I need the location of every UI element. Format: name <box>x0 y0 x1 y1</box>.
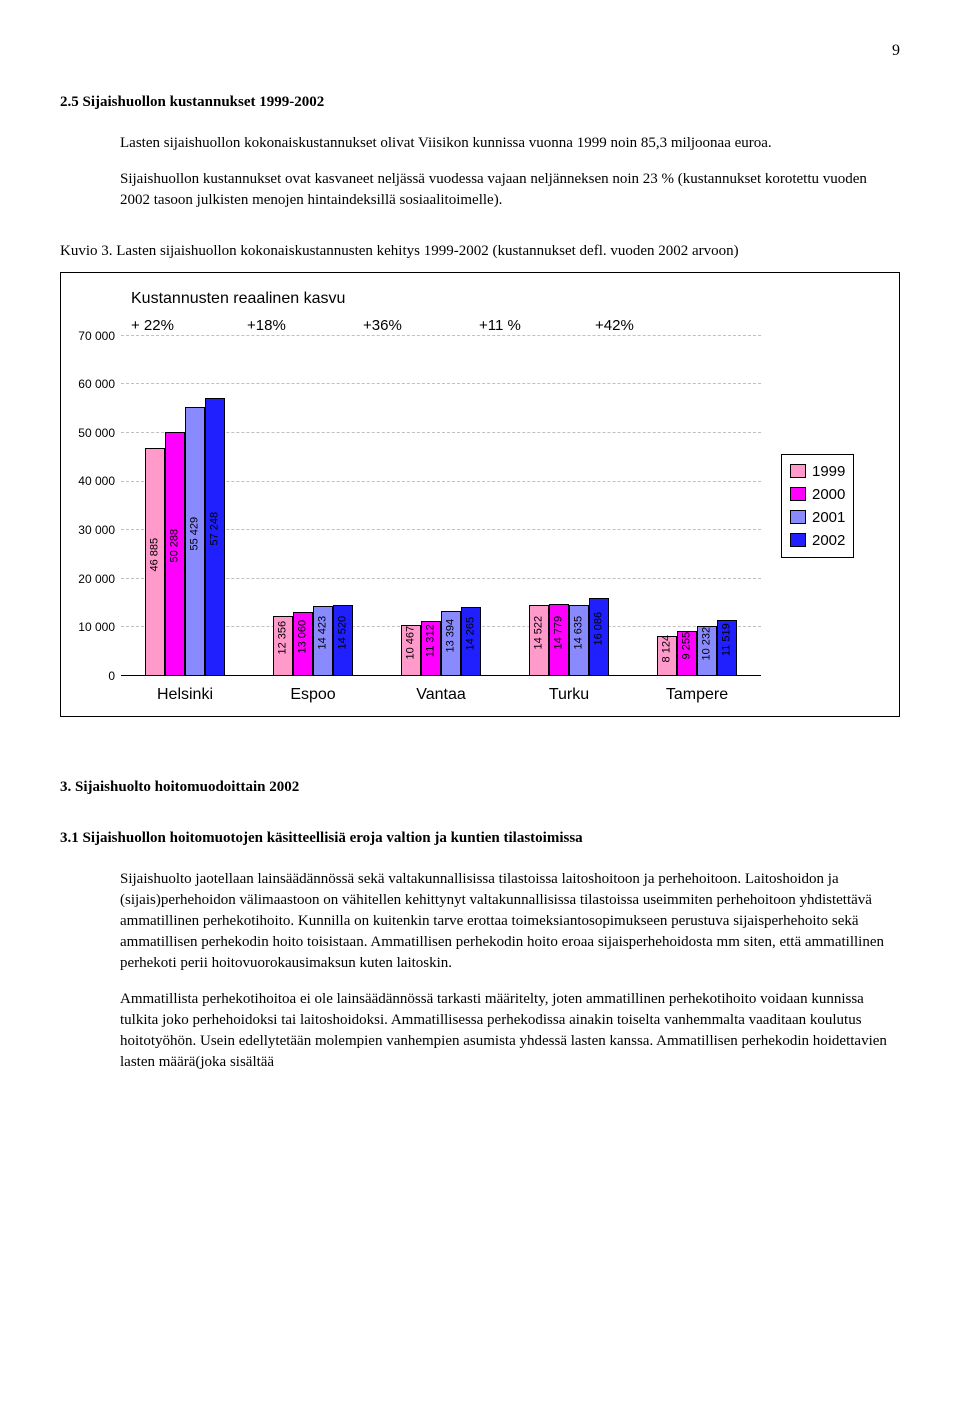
section-3-p1: Sijaishuolto jaotellaan lainsäädännössä … <box>120 869 900 974</box>
bar: 55 429 <box>185 407 205 676</box>
y-axis: 010 00020 00030 00040 00050 00060 00070 … <box>71 336 121 676</box>
legend-swatch <box>790 464 806 478</box>
section-3-title: 3. Sijaishuolto hoitomuodoittain 2002 <box>60 777 900 798</box>
bar-value-label: 14 779 <box>551 615 566 649</box>
growth-label: +18% <box>247 315 363 336</box>
bar-value-label: 57 248 <box>207 512 222 546</box>
bar: 14 635 <box>569 605 589 676</box>
section-2-5-title: 2.5 Sijaishuollon kustannukset 1999-2002 <box>60 92 900 113</box>
bar: 14 423 <box>313 606 333 676</box>
bar: 14 779 <box>549 604 569 676</box>
bar-value-label: 46 885 <box>147 537 162 571</box>
x-axis: HelsinkiEspooVantaaTurkuTampere <box>121 684 761 706</box>
bar-value-label: 50 288 <box>167 529 182 563</box>
bar-value-label: 14 423 <box>315 616 330 650</box>
bar: 13 060 <box>293 612 313 675</box>
legend-label: 2001 <box>812 507 845 528</box>
page-number: 9 <box>60 40 900 62</box>
legend-label: 2000 <box>812 484 845 505</box>
legend-row: 2002 <box>790 530 845 551</box>
bar-group: 46 885 50 288 55 429 57 248 <box>121 336 249 676</box>
bar: 10 232 <box>697 626 717 676</box>
x-tick: Helsinki <box>121 684 249 706</box>
bar-value-label: 14 635 <box>571 616 586 650</box>
bar: 12 356 <box>273 616 293 676</box>
bar-value-label: 13 060 <box>295 620 310 654</box>
legend-row: 2000 <box>790 484 845 505</box>
bar: 16 086 <box>589 598 609 676</box>
x-tick: Tampere <box>633 684 761 706</box>
bar-value-label: 12 356 <box>275 621 290 655</box>
chart-title: Kustannusten reaalinen kasvu <box>131 288 879 310</box>
legend-row: 2001 <box>790 507 845 528</box>
bar-value-label: 11 519 <box>719 624 734 657</box>
section-3-1-title: 3.1 Sijaishuollon hoitomuotojen käsittee… <box>60 828 900 849</box>
bar-value-label: 10 232 <box>699 626 714 660</box>
bar-group: 14 522 14 779 14 635 16 086 <box>505 336 633 676</box>
x-tick: Turku <box>505 684 633 706</box>
bar: 13 394 <box>441 611 461 676</box>
legend-swatch <box>790 533 806 547</box>
growth-label: + 22% <box>131 315 247 336</box>
bar-value-label: 16 086 <box>591 612 606 646</box>
legend: 1999200020012002 <box>781 454 854 558</box>
bar: 8 124 <box>657 636 677 675</box>
bar: 14 265 <box>461 607 481 676</box>
plot-area: 46 885 50 288 55 429 57 248 12 356 13 060 14 4… <box>121 336 761 676</box>
bar: 11 519 <box>717 620 737 676</box>
legend-label: 1999 <box>812 461 845 482</box>
bar: 9 255 <box>677 631 697 676</box>
bar-value-label: 10 467 <box>403 626 418 660</box>
growth-label: +11 % <box>479 315 595 336</box>
legend-row: 1999 <box>790 461 845 482</box>
bar-value-label: 13 394 <box>443 619 458 653</box>
growth-labels-row: + 22% +18% +36% +11 % +42% <box>131 315 711 336</box>
bar: 14 520 <box>333 605 353 676</box>
bar: 46 885 <box>145 448 165 676</box>
section-3-p2: Ammatillista perhekotihoitoa ei ole lain… <box>120 989 900 1073</box>
bar-value-label: 8 124 <box>659 635 674 663</box>
chart-container: Kustannusten reaalinen kasvu + 22% +18% … <box>60 272 900 717</box>
bar-value-label: 14 520 <box>335 616 350 650</box>
bar-group: 10 467 11 312 13 394 14 265 <box>377 336 505 676</box>
legend-swatch <box>790 510 806 524</box>
bar: 10 467 <box>401 625 421 676</box>
section-2-5-p2: Sijaishuollon kustannukset ovat kasvanee… <box>120 169 900 211</box>
section-2-5-p1: Lasten sijaishuollon kokonaiskustannukse… <box>120 133 900 154</box>
growth-label: +42% <box>595 315 711 336</box>
bar-value-label: 11 312 <box>423 624 438 657</box>
legend-label: 2002 <box>812 530 845 551</box>
bar-value-label: 14 522 <box>531 616 546 650</box>
figure-caption: Kuvio 3. Lasten sijaishuollon kokonaisku… <box>60 241 900 262</box>
bar-value-label: 14 265 <box>463 617 478 651</box>
x-tick: Espoo <box>249 684 377 706</box>
bar: 50 288 <box>165 432 185 676</box>
bar: 11 312 <box>421 621 441 676</box>
bar: 14 522 <box>529 605 549 676</box>
bar: 57 248 <box>205 398 225 676</box>
growth-label: +36% <box>363 315 479 336</box>
legend-swatch <box>790 487 806 501</box>
x-tick: Vantaa <box>377 684 505 706</box>
bar-group: 12 356 13 060 14 423 14 520 <box>249 336 377 676</box>
bar-group: 8 124 9 255 10 232 11 519 <box>633 336 761 676</box>
bar-value-label: 9 255 <box>679 632 694 660</box>
bar-value-label: 55 429 <box>187 517 202 551</box>
